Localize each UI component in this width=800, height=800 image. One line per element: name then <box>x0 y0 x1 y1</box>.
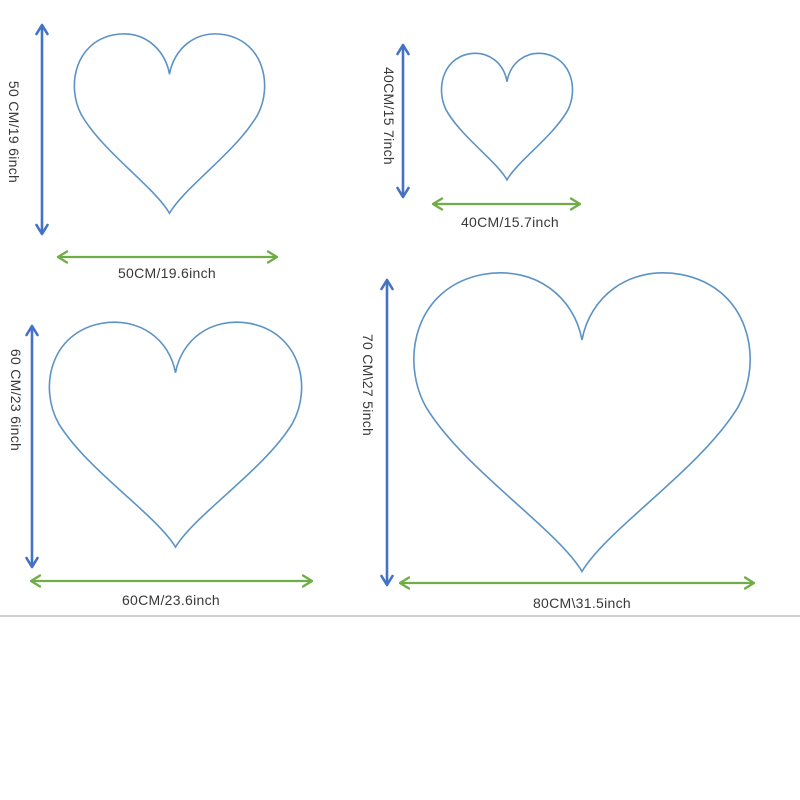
width-arrow-80cm <box>398 576 756 590</box>
heart-outline-50cm <box>62 25 277 222</box>
section-divider <box>0 615 800 617</box>
heart-outline-60cm <box>33 311 318 558</box>
heart-outline-40cm <box>433 47 581 186</box>
heart-outline-80cm <box>392 258 772 586</box>
width-label-50cm: 50CM/19.6inch <box>117 265 217 281</box>
width-label-80cm: 80CM\31.5inch <box>532 595 632 611</box>
width-label-60cm: 60CM/23.6inch <box>121 592 221 608</box>
height-label-40cm: 40CM/15 7inch <box>381 66 397 166</box>
height-label-80cm: 70 CM\27 5inch <box>360 333 376 437</box>
width-arrow-60cm <box>29 574 314 588</box>
width-arrow-40cm <box>431 197 582 211</box>
height-arrow-60cm <box>25 324 39 569</box>
height-arrow-40cm <box>396 43 410 199</box>
width-label-40cm: 40CM/15.7inch <box>460 214 560 230</box>
height-label-60cm: 60 CM/23 6inch <box>8 348 24 452</box>
height-label-50cm: 50 CM/19 6inch <box>6 80 22 184</box>
width-arrow-50cm <box>56 250 279 264</box>
height-arrow-80cm <box>380 278 394 587</box>
height-arrow-50cm <box>35 23 49 236</box>
